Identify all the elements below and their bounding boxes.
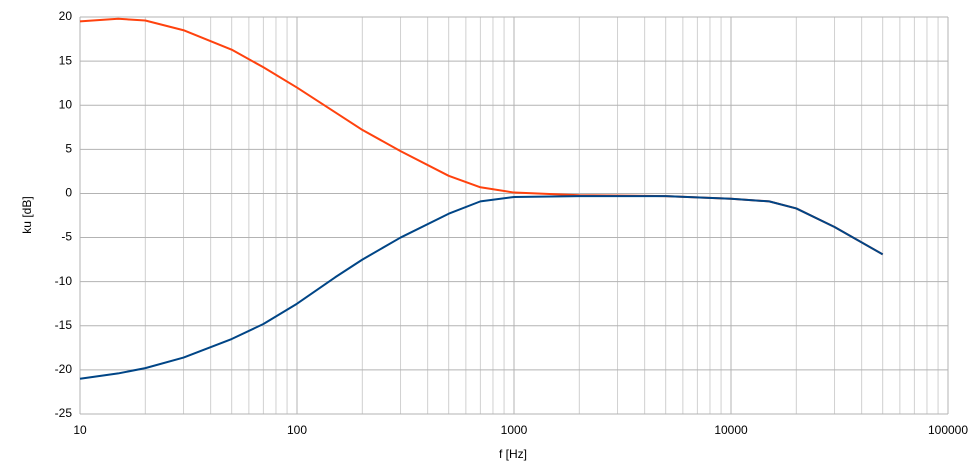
x-tick-label: 100 — [287, 423, 307, 437]
y-tick-label: 5 — [65, 142, 72, 156]
y-tick-label: -10 — [55, 274, 73, 288]
x-tick-label: 10000 — [714, 423, 748, 437]
y-tick-label: 20 — [59, 9, 73, 23]
y-tick-label: 15 — [59, 53, 73, 67]
y-tick-label: 10 — [59, 97, 73, 111]
x-axis-label: f [Hz] — [499, 447, 527, 461]
y-tick-label: -15 — [55, 318, 73, 332]
x-tick-label: 100000 — [928, 423, 968, 437]
series-line — [79, 17, 884, 256]
y-tick-label: -25 — [55, 406, 73, 420]
series-line — [79, 195, 884, 380]
y-axis-label: ku [dB] — [20, 196, 34, 233]
x-tick-label: 1000 — [501, 423, 528, 437]
y-tick-label: -20 — [55, 362, 73, 376]
y-tick-label: 0 — [65, 186, 72, 200]
y-tick-label: -5 — [61, 230, 72, 244]
x-tick-label: 10 — [73, 423, 87, 437]
